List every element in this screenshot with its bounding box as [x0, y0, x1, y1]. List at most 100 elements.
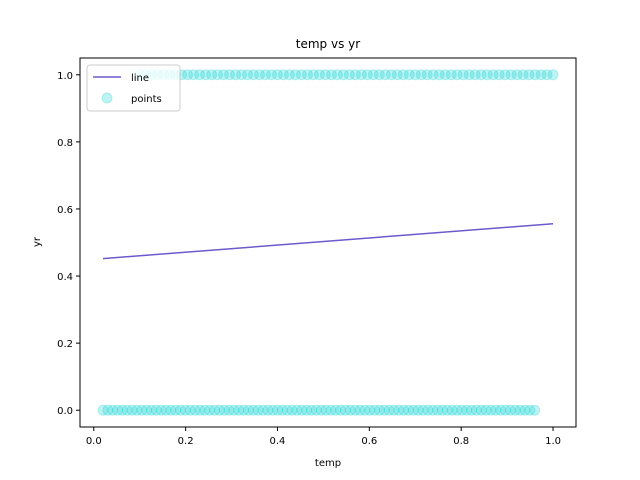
scatter-point: [320, 404, 332, 416]
scatter-point: [529, 404, 541, 416]
x-tick-label: 1.0: [545, 436, 561, 447]
scatter-point: [422, 404, 434, 416]
scatter-point: [466, 404, 478, 416]
scatter-point: [260, 69, 272, 81]
scatter-point: [330, 404, 342, 416]
scatter-point: [427, 69, 439, 81]
scatter-point: [461, 404, 473, 416]
y-tick-label: 0.8: [57, 138, 73, 149]
x-axis-label: temp: [315, 458, 341, 469]
scatter-point: [218, 404, 230, 416]
scatter-point: [339, 404, 351, 416]
scatter-point: [446, 404, 458, 416]
scatter-point: [150, 404, 162, 416]
scatter-point: [141, 404, 153, 416]
scatter-point: [409, 69, 421, 81]
legend-points-swatch: [101, 92, 113, 104]
y-axis: 0.0 0.2 0.4 0.6 0.8 1.0: [57, 71, 80, 417]
y-tick-label: 0.2: [57, 339, 73, 350]
scatter-point: [267, 404, 279, 416]
scatter-point: [165, 404, 177, 416]
scatter-point: [511, 69, 523, 81]
scatter-point: [361, 69, 373, 81]
scatter-point: [475, 69, 487, 81]
scatter-point: [480, 404, 492, 416]
scatter-point: [213, 404, 225, 416]
scatter-point: [204, 404, 216, 416]
scatter-point: [373, 69, 385, 81]
line-layer: [102, 222, 554, 260]
scatter-point: [344, 404, 356, 416]
scatter-point: [170, 404, 182, 416]
scatter-point: [212, 69, 224, 81]
scatter-point: [500, 404, 512, 416]
scatter-point: [383, 404, 395, 416]
scatter-point: [475, 404, 487, 416]
scatter-point: [457, 69, 469, 81]
scatter-point: [206, 69, 218, 81]
scatter-point: [441, 404, 453, 416]
scatter-point: [437, 404, 449, 416]
scatter-point: [470, 404, 482, 416]
scatter-point: [397, 69, 409, 81]
scatter-point: [179, 404, 191, 416]
scatter-point: [456, 404, 468, 416]
scatter-point: [97, 404, 109, 416]
scatter-point: [325, 69, 337, 81]
x-axis: 0.0 0.2 0.4 0.6 0.8 1.0: [86, 427, 561, 447]
scatter-point: [315, 404, 327, 416]
scatter-point: [349, 404, 361, 416]
x-tick-label: 0.2: [178, 436, 194, 447]
scatter-point: [412, 404, 424, 416]
scatter-point: [194, 69, 206, 81]
scatter-point: [199, 404, 211, 416]
y-tick-label: 1.0: [57, 71, 73, 82]
scatter-point: [487, 69, 499, 81]
scatter-point: [281, 404, 293, 416]
scatter-point: [373, 404, 385, 416]
scatter-point: [121, 404, 133, 416]
scatter-point: [481, 69, 493, 81]
scatter-point: [296, 404, 308, 416]
scatter-point: [289, 69, 301, 81]
y-tick-label: 0.6: [57, 205, 73, 216]
scatter-point: [407, 404, 419, 416]
scatter-point: [238, 404, 250, 416]
plot-frame: [79, 57, 577, 428]
y-tick-label: 0.4: [57, 272, 73, 283]
scatter-point: [417, 404, 429, 416]
scatter-point: [145, 404, 157, 416]
scatter-point: [463, 69, 475, 81]
scatter-point: [184, 404, 196, 416]
scatter-point: [131, 404, 143, 416]
scatter-point: [301, 404, 313, 416]
scatter-point: [393, 404, 405, 416]
scatter-point: [223, 404, 235, 416]
chart-title: temp vs yr: [296, 37, 360, 51]
scatter-point: [182, 69, 194, 81]
scatter-point: [283, 69, 295, 81]
scatter-point: [369, 404, 381, 416]
legend: line points: [86, 64, 181, 112]
y-axis-label: yr: [32, 236, 43, 247]
scatter-point: [319, 69, 331, 81]
scatter-point: [136, 404, 148, 416]
scatter-point: [248, 69, 260, 81]
scatter-point: [224, 69, 236, 81]
scatter-point: [335, 404, 347, 416]
scatter-point: [310, 404, 322, 416]
scatter-point: [509, 404, 521, 416]
scatter-point: [354, 404, 366, 416]
scatter-point: [378, 404, 390, 416]
scatter-point: [403, 404, 415, 416]
scatter-point: [343, 69, 355, 81]
x-tick-label: 0.0: [86, 436, 102, 447]
scatter-point: [233, 404, 245, 416]
scatter-point: [295, 69, 307, 81]
x-tick-label: 0.6: [361, 436, 377, 447]
scatter-point: [451, 69, 463, 81]
scatter-point: [242, 404, 254, 416]
scatter-point: [228, 404, 240, 416]
scatter-point: [495, 404, 507, 416]
